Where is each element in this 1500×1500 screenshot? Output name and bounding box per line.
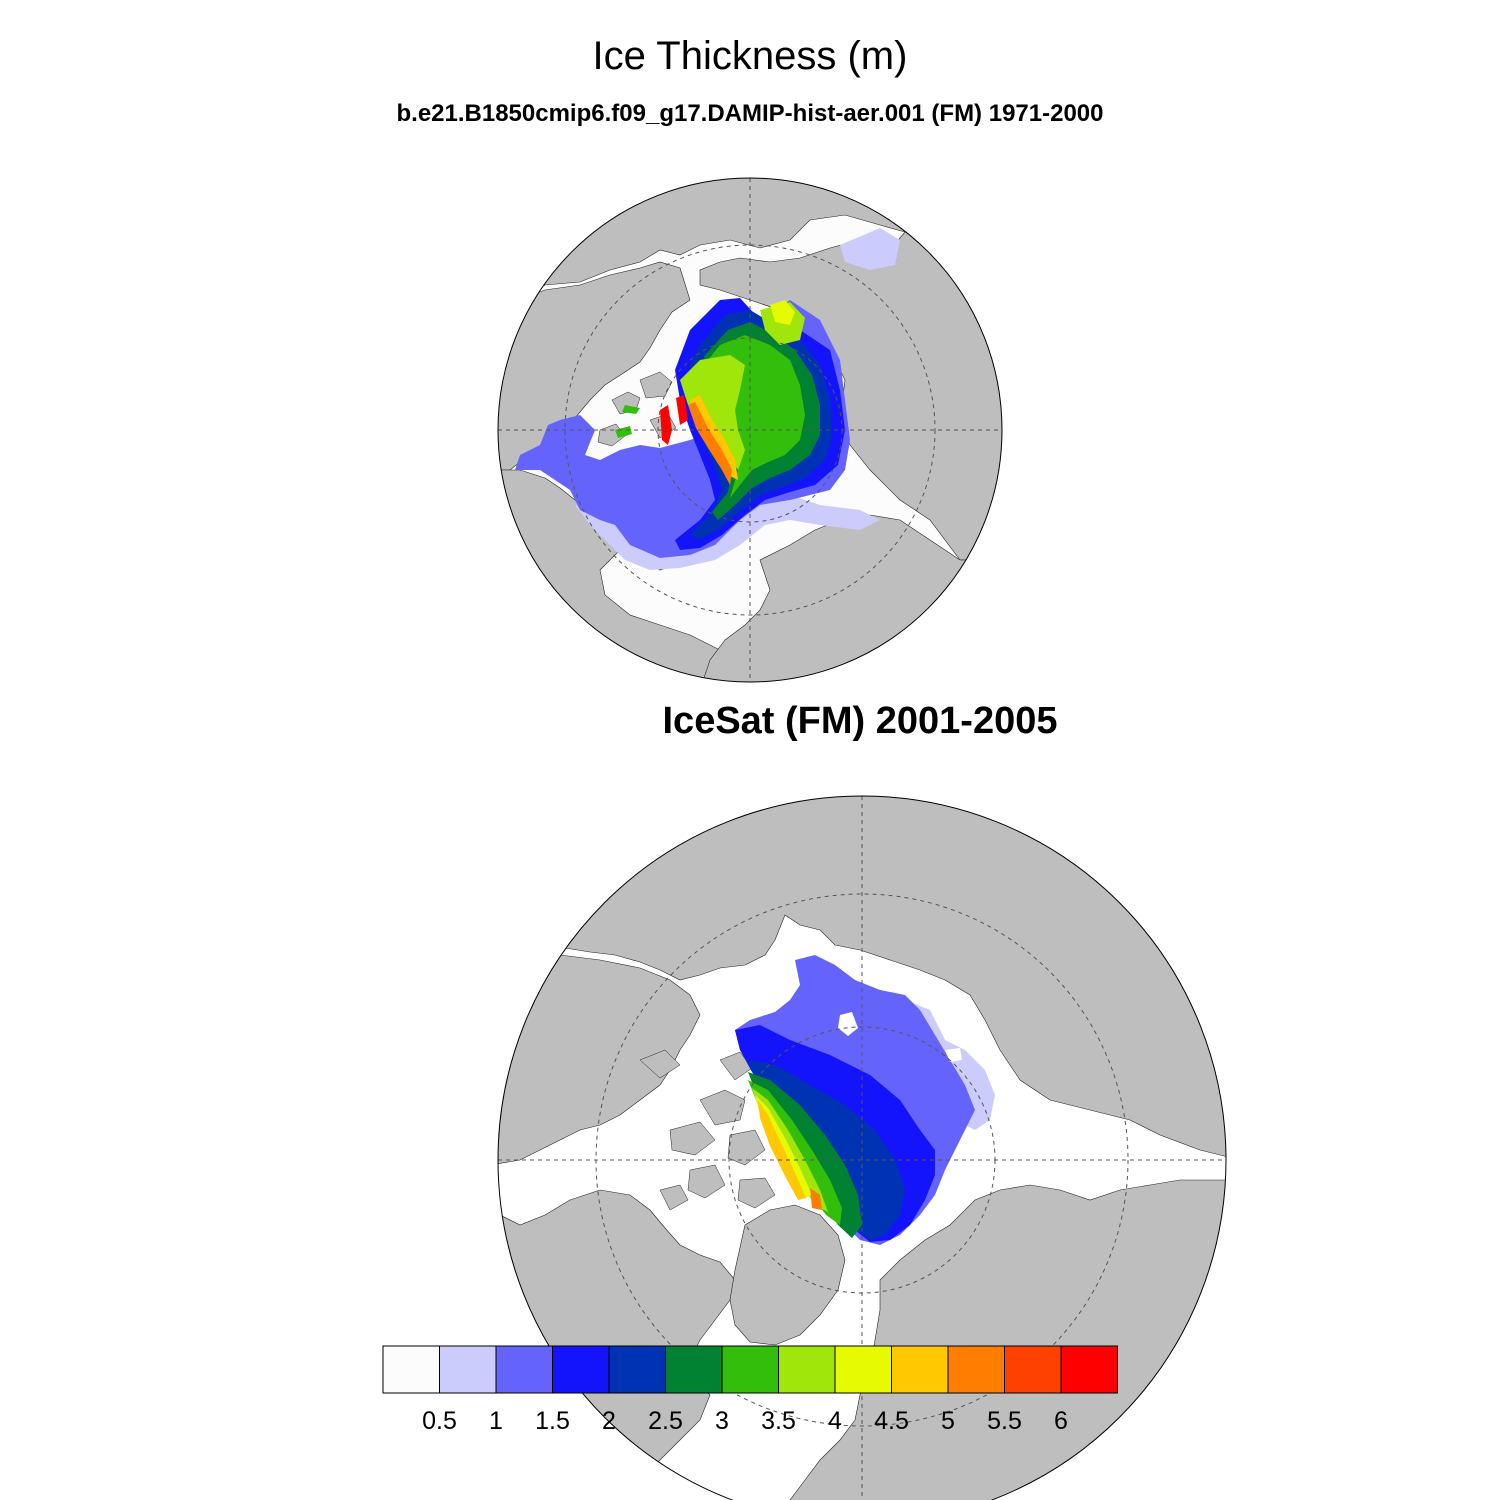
colorbar-swatch-10 (947, 1345, 1005, 1394)
panel2-land-greenland (729, 1204, 846, 1346)
colorbar-swatch-3 (552, 1345, 610, 1394)
colorbar-tick-label: 3 (715, 1407, 729, 1435)
panel1-graticule (498, 178, 1002, 682)
panel2-ice-4.5-5 (758, 1100, 806, 1200)
panel1-map (497, 177, 1003, 683)
panel1-ice-6plus-channels (660, 395, 688, 445)
panel2-land-eurasia (498, 796, 1226, 1161)
panel1-ice-4-4.5 (770, 300, 795, 325)
panel2-border (497, 795, 1227, 1500)
colorbar-tick-label: 2 (602, 1407, 616, 1435)
panel2-ice-5-5.5 (810, 1188, 822, 1210)
colorbar-swatch-11 (1004, 1345, 1062, 1394)
colorbar-tick-label: 2.5 (648, 1407, 683, 1435)
colorbar: 0.5 1 1.5 2 2.5 3 3.5 4 4.5 5 5.5 6 (382, 1345, 1118, 1435)
panel1-ice-5-6 (688, 402, 732, 485)
panel1-ice-3.5-4 (680, 355, 745, 470)
panel2-graticule (498, 796, 1226, 1500)
colorbar-tick-label: 1 (489, 1407, 503, 1435)
colorbar-swatch-7 (778, 1345, 836, 1394)
colorbar-tick-label: 4.5 (874, 1407, 909, 1435)
panel1-border (497, 177, 1003, 683)
colorbar-tick-label: 5.5 (987, 1407, 1022, 1435)
colorbar-tick-label: 3.5 (761, 1407, 796, 1435)
colorbar-swatch-0 (382, 1345, 440, 1394)
panel2-polynyas (838, 1012, 962, 1062)
colorbar-swatch-9 (891, 1345, 949, 1394)
colorbar-swatch-6 (721, 1345, 779, 1394)
colorbar-swatch-1 (439, 1345, 497, 1394)
colorbar-swatch-4 (608, 1345, 666, 1394)
colorbar-swatch-2 (495, 1345, 553, 1394)
panel2-map (497, 795, 1227, 1500)
panel1-ice-0.5-1-kara (840, 228, 900, 270)
panel2-archipelago (639, 1049, 776, 1211)
colorbar-tick-label: 1.5 (535, 1407, 570, 1435)
colorbar-tick-label: 0.5 (422, 1407, 457, 1435)
colorbar-tick-label: 6 (1054, 1407, 1068, 1435)
colorbar-swatch-12 (1060, 1345, 1118, 1394)
colorbar-tick-label: 5 (941, 1407, 955, 1435)
colorbar-tick-label: 4 (828, 1407, 842, 1435)
figure-title: Ice Thickness (m) (592, 34, 908, 78)
panel2-subtitle: IceSat (FM) 2001-2005 (662, 700, 1058, 742)
panel1-subtitle: b.e21.B1850cmip6.f09_g17.DAMIP-hist-aer.… (396, 100, 1104, 127)
colorbar-swatch-8 (834, 1345, 892, 1394)
colorbar-swatch-5 (665, 1345, 723, 1394)
